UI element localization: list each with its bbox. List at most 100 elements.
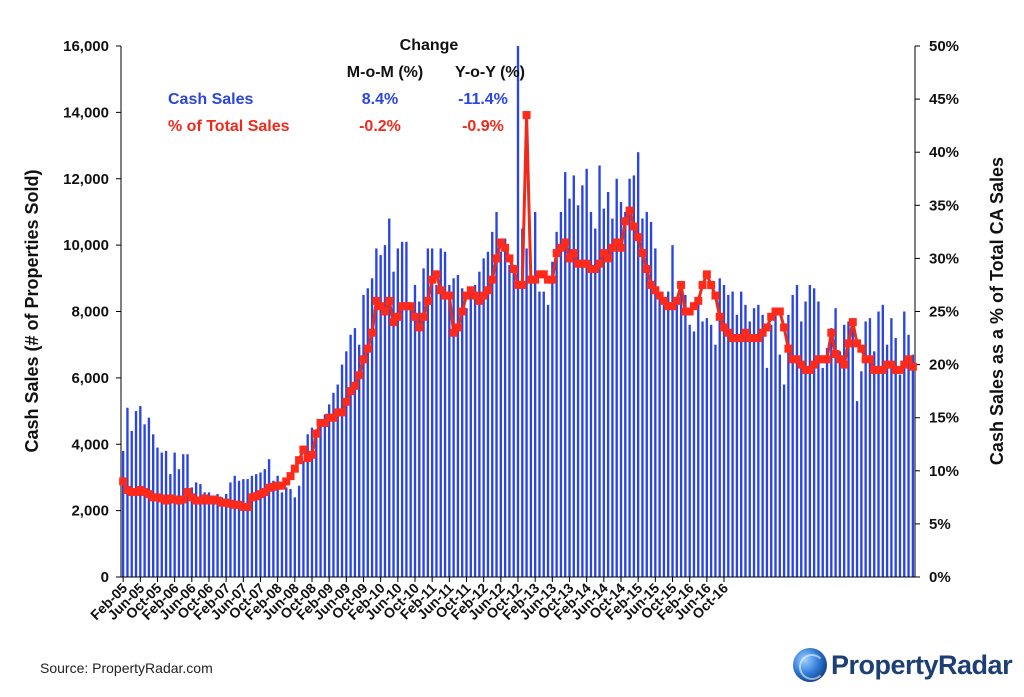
pct-marker (853, 339, 862, 348)
bar (705, 318, 709, 577)
y-right-tick-labels: 0% 5% 10% 15% 20% 25% 30% 35% 40% 45% 50% (929, 38, 959, 586)
bar (366, 288, 369, 577)
bar (709, 324, 713, 577)
bar (469, 288, 472, 577)
bar (529, 278, 533, 577)
bar (903, 311, 906, 577)
pct-marker (878, 365, 887, 374)
bar (164, 450, 168, 577)
bar (255, 474, 258, 577)
bar (220, 497, 224, 577)
bar (576, 205, 580, 578)
pct-marker (887, 360, 896, 369)
bar (426, 248, 430, 577)
pct-marker (745, 334, 754, 343)
bar (572, 175, 575, 577)
pct-marker (273, 481, 282, 490)
pct-marker (303, 454, 312, 463)
bar (443, 251, 447, 577)
pct-marker (762, 323, 771, 332)
bar (224, 494, 228, 577)
bar (383, 245, 387, 578)
pct-marker (368, 328, 377, 337)
bar (890, 318, 893, 577)
pct-marker (539, 270, 548, 279)
bar (628, 178, 631, 577)
pct-marker (402, 302, 411, 311)
pct-marker (655, 291, 664, 300)
pct-marker (222, 498, 231, 507)
bar (499, 251, 503, 577)
bar (512, 268, 515, 577)
pct-marker (398, 302, 407, 311)
bar (461, 288, 464, 577)
source-note: Source: PropertyRadar.com (40, 660, 213, 676)
pct-marker (647, 280, 656, 289)
line-series-pct-total (119, 111, 917, 511)
bar (692, 331, 696, 577)
propertyradar-logo: PropertyRadar (793, 645, 1013, 685)
bar (285, 487, 288, 577)
bar (718, 278, 721, 577)
bar (636, 152, 640, 577)
pct-marker (617, 243, 626, 252)
pct-marker (565, 254, 574, 263)
pct-marker (835, 355, 844, 364)
bar (847, 321, 850, 577)
bar (242, 479, 245, 577)
pct-marker (574, 259, 583, 268)
pct-marker (307, 450, 316, 459)
pct-marker (119, 477, 128, 486)
bar (688, 324, 691, 577)
y-right-axis-label: Cash Sales as a % of Total CA Sales (987, 157, 1007, 465)
pct-marker (239, 502, 248, 511)
bar (542, 291, 545, 577)
bar (400, 241, 404, 577)
pct-marker (814, 355, 823, 364)
pct-marker (526, 275, 535, 284)
bar (812, 288, 816, 577)
pct-marker (127, 488, 136, 497)
bar (838, 351, 842, 577)
bar (821, 367, 824, 577)
pct-marker (192, 496, 201, 505)
bar (834, 308, 837, 577)
pct-marker (724, 328, 733, 337)
bar (315, 429, 318, 577)
pct-marker (226, 499, 235, 508)
bar (624, 211, 627, 577)
bar (207, 492, 211, 577)
pct-marker (174, 496, 183, 505)
pct-marker (132, 488, 141, 497)
y-left-tick-label: 0 (101, 569, 109, 586)
legend-row-pct-mom: -0.2% (359, 118, 401, 135)
bar (332, 392, 335, 577)
y-right-tick-label: 25% (929, 304, 959, 321)
bar (396, 248, 400, 577)
y-left-tick-label: 16,000 (63, 38, 109, 55)
pct-marker (488, 275, 497, 284)
pct-marker (445, 291, 454, 300)
bar (160, 452, 163, 577)
pct-marker (844, 339, 853, 348)
pct-marker (492, 254, 501, 263)
bar (752, 308, 756, 577)
pct-marker (475, 296, 484, 305)
y-left-tick-labels: 0 2,000 4,000 6,000 8,000 10,000 12,000 14,000 1… (63, 38, 109, 586)
bar (405, 241, 408, 577)
pct-marker (707, 280, 716, 289)
pct-marker (677, 280, 686, 289)
bar (585, 168, 588, 578)
bar (770, 324, 773, 577)
pct-marker (329, 413, 338, 422)
pct-marker (265, 483, 274, 492)
pct-marker (213, 496, 222, 505)
pct-marker (582, 259, 591, 268)
bar (323, 414, 327, 577)
pct-marker (183, 488, 192, 497)
pct-marker (144, 490, 153, 499)
pct-marker (857, 344, 866, 353)
logo-wordmark: PropertyRadar (831, 650, 1013, 681)
bar (731, 291, 734, 577)
pct-marker (823, 355, 832, 364)
